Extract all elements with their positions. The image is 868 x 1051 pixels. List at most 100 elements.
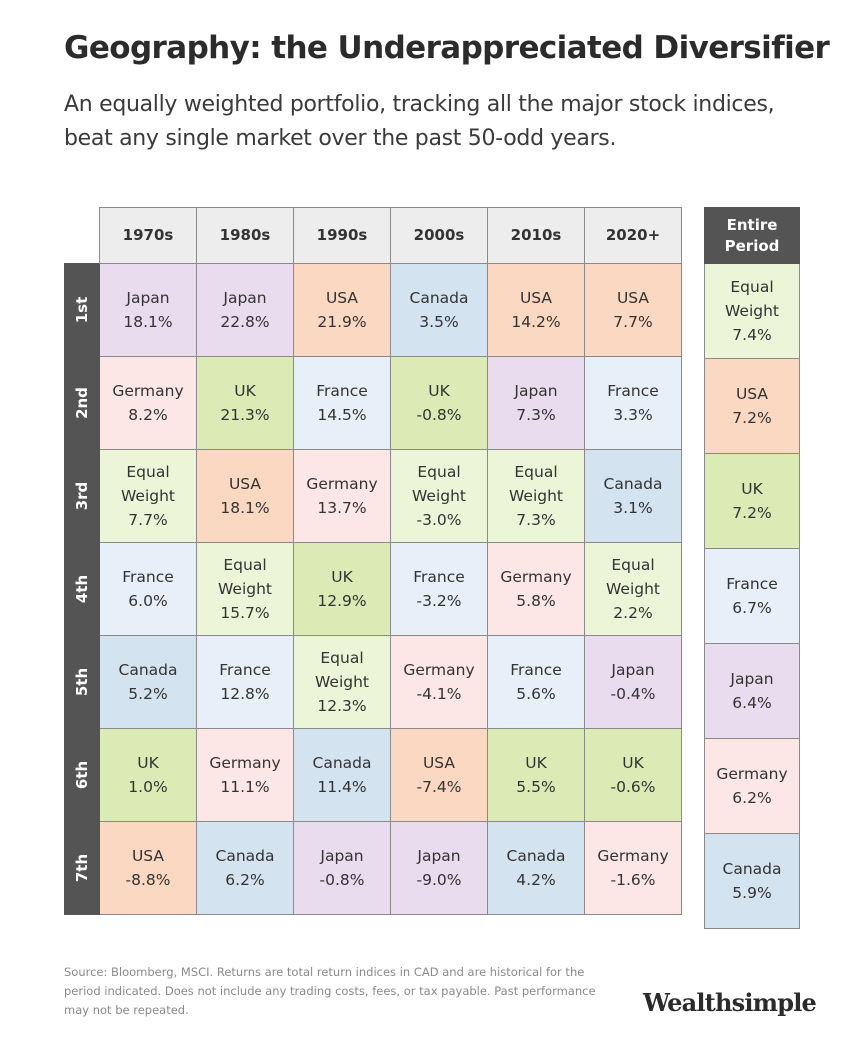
rank-row: 5th Canada 5.2% France 12.8% Equal Weight 12.3… — [64, 634, 682, 729]
rank-label-text: 4th — [73, 574, 91, 603]
return-value: 7.7% — [613, 312, 653, 331]
return-value: 12.3% — [317, 696, 367, 715]
ranking-cell: USA 21.9% — [293, 262, 391, 357]
return-value: 5.9% — [732, 884, 772, 902]
return-value: -7.4% — [416, 777, 462, 796]
return-value: 21.9% — [317, 312, 367, 331]
return-value: -9.0% — [416, 870, 462, 889]
market-name: UK — [622, 753, 644, 772]
return-value: 13.7% — [317, 498, 367, 517]
market-name: France — [219, 660, 271, 679]
ranking-table: 1970s 1980s 1990s 2000s 2010s 2020+ 1st Japan 1… — [64, 207, 682, 915]
rank-label: 1st — [64, 262, 100, 357]
ranking-cell: Equal Weight -3.0% — [390, 448, 488, 543]
return-value: 11.1% — [220, 777, 270, 796]
market-name: Equal Weight — [605, 555, 660, 598]
ranking-cell: Germany 8.2% — [99, 355, 197, 450]
market-name: Equal Weight — [508, 462, 563, 505]
return-value: -4.1% — [416, 684, 462, 703]
market-name: France — [316, 381, 368, 400]
market-name: France — [413, 567, 465, 586]
ranking-cell: USA 14.2% — [487, 262, 585, 357]
market-name: Germany — [716, 765, 788, 783]
ranking-cell: Japan 7.3% — [487, 355, 585, 450]
market-name: Equal Weight — [314, 648, 369, 691]
return-value: 11.4% — [317, 777, 367, 796]
market-name: USA — [616, 288, 650, 307]
ranking-cell: Canada 11.4% — [293, 727, 391, 822]
market-name: USA — [325, 288, 359, 307]
return-value: -0.4% — [610, 684, 656, 703]
ranking-cell: Germany 11.1% — [196, 727, 294, 822]
rank-row: 2nd Germany 8.2% UK 21.3% France 14.5% UK -0.8% J… — [64, 355, 682, 450]
ranking-cell: Equal Weight 2.2% — [584, 541, 682, 636]
rank-label: 4th — [64, 541, 100, 636]
rank-label-text: 6th — [73, 760, 91, 789]
ranking-cell: Germany 13.7% — [293, 448, 391, 543]
market-name: France — [122, 567, 174, 586]
return-value: 5.6% — [516, 684, 556, 703]
ranking-cell: France 14.5% — [293, 355, 391, 450]
entire-period-row: USA 7.2% — [704, 358, 800, 454]
decade-header: 1990s — [293, 207, 391, 264]
chart-subtitle: An equally weighted portfolio, tracking … — [64, 92, 775, 151]
market-name: Germany — [403, 660, 475, 679]
return-value: -0.8% — [319, 870, 365, 889]
ranking-cell: Equal Weight 15.7% — [196, 541, 294, 636]
return-value: 2.2% — [613, 603, 653, 622]
market-name: Japan — [730, 670, 774, 688]
market-name: USA — [422, 753, 456, 772]
ranking-cell: UK -0.8% — [390, 355, 488, 450]
return-value: 7.2% — [732, 504, 772, 522]
entire-period-header: Entire Period — [704, 207, 800, 264]
return-value: 3.3% — [613, 405, 653, 424]
rank-row: 4th France 6.0% Equal Weight 15.7% UK 12.9% Fra… — [64, 541, 682, 636]
entire-period-cell: Equal Weight 7.4% — [704, 263, 800, 359]
return-value: 6.2% — [732, 789, 772, 807]
ranking-cell: USA 18.1% — [196, 448, 294, 543]
ranking-cell: France 6.0% — [99, 541, 197, 636]
market-name: UK — [234, 381, 256, 400]
market-name: Germany — [500, 567, 572, 586]
return-value: 6.2% — [225, 870, 265, 889]
return-value: 8.2% — [128, 405, 168, 424]
market-name: Japan — [417, 846, 461, 865]
ranking-cell: Canada 5.2% — [99, 634, 197, 729]
market-name: UK — [525, 753, 547, 772]
rank-row: 7th USA -8.8% Canada 6.2% Japan -0.8% Japan -9.0… — [64, 820, 682, 915]
ranking-cell: Germany -1.6% — [584, 820, 682, 915]
return-value: 7.7% — [128, 510, 168, 529]
chart-title: Geography: the Underappreciated Diversif… — [64, 30, 830, 66]
return-value: 5.8% — [516, 591, 556, 610]
entire-period-table: Entire Period Equal Weight 7.4% USA 7.2% UK 7… — [704, 207, 800, 929]
return-value: 6.7% — [732, 599, 772, 617]
ranking-cell: UK 5.5% — [487, 727, 585, 822]
market-name: France — [726, 575, 778, 593]
return-value: 6.4% — [732, 694, 772, 712]
market-name: Equal Weight — [724, 278, 779, 320]
decade-header: 2020+ — [584, 207, 682, 264]
entire-period-row: UK 7.2% — [704, 453, 800, 549]
market-name: Japan — [126, 288, 170, 307]
return-value: 6.0% — [128, 591, 168, 610]
source-note: Source: Bloomberg, MSCI. Returns are tot… — [64, 965, 596, 1017]
entire-period-cell: Germany 6.2% — [704, 738, 800, 834]
rank-row: 6th UK 1.0% Germany 11.1% Canada 11.4% USA -7.4%… — [64, 727, 682, 822]
market-name: Germany — [597, 846, 669, 865]
rank-label: 7th — [64, 820, 100, 915]
ranking-cell: UK 21.3% — [196, 355, 294, 450]
rank-row: 3rd Equal Weight 7.7% USA 18.1% Germany 13.7% E… — [64, 448, 682, 543]
ranking-cell: UK 12.9% — [293, 541, 391, 636]
rank-label: 5th — [64, 634, 100, 729]
rank-label-text: 2nd — [73, 386, 91, 419]
return-value: 1.0% — [128, 777, 168, 796]
market-name: Japan — [514, 381, 558, 400]
entire-period-row: France 6.7% — [704, 548, 800, 644]
market-name: USA — [131, 846, 165, 865]
market-name: Equal Weight — [411, 462, 466, 505]
return-value: -8.8% — [125, 870, 171, 889]
market-name: Canada — [118, 660, 178, 679]
market-name: USA — [735, 385, 769, 403]
market-name: Canada — [506, 846, 566, 865]
market-name: Japan — [223, 288, 267, 307]
